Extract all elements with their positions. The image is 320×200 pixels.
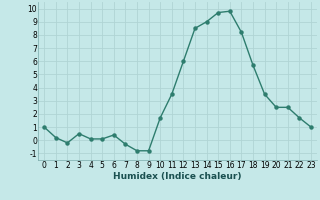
X-axis label: Humidex (Indice chaleur): Humidex (Indice chaleur) [113, 172, 242, 181]
